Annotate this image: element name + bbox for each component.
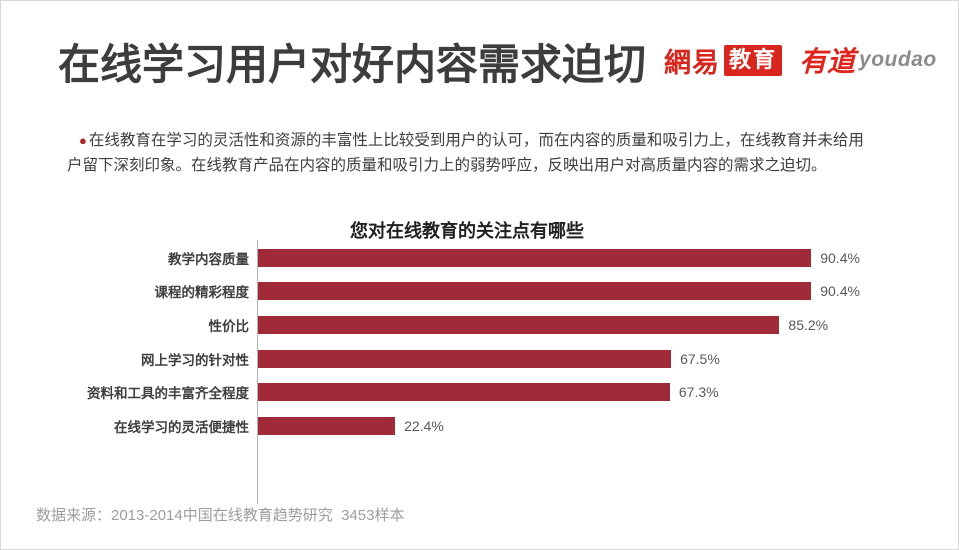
bullet-icon: ● [79,133,87,148]
value-label: 67.3% [678,384,719,401]
netease-edu-badge: 教育 [724,44,783,76]
bar [258,282,812,301]
youdao-logo-cn: 有道 [799,46,856,77]
page-title: 在线学习用户对好内容需求迫切 [58,41,647,88]
value-label: 90.4% [820,249,860,266]
chart-row: 网上学习的针对性 67.5% [1,342,958,376]
chart-row: 资料和工具的丰富齐全程度 67.3% [1,375,958,409]
value-label: 67.5% [680,350,720,367]
brand-logo: 網易 教育 有道 youdao [664,43,937,78]
bar-chart: 教学内容质量 90.4% 课程的精彩程度 90.4% 性价比 85.2% 网上学习的针对性 6… [1,241,958,443]
chart-title: 您对在线教育的关注点有哪些 [350,221,584,241]
value-label: 90.4% [820,283,860,300]
value-label: 22.4% [404,417,444,434]
intro-paragraph: ● 在线教育在学习的灵活性和资源的丰富性上比较受到用户的认可，而在内容的质量和吸引… [67,128,915,178]
bar [258,383,670,402]
netease-logo-text: 網易 [664,47,720,78]
chart-row: 性价比 85.2% [1,308,958,342]
category-label: 课程的精彩程度 [154,285,250,301]
intro-line-1: ● 在线教育在学习的灵活性和资源的丰富性上比较受到用户的认可，而在内容的质量和吸引… [67,128,915,153]
intro-line-2: 户留下深刻印象。在线教育产品在内容的质量和吸引力上的弱势呼应，反映出用户对高质量… [67,157,827,174]
intro-line-1-text: 在线教育在学习的灵活性和资源的丰富性上比较受到用户的认可，而在内容的质量和吸引力… [88,132,864,149]
bar [258,349,672,368]
category-label: 资料和工具的丰富齐全程度 [87,386,249,402]
value-label: 85.2% [788,316,829,333]
youdao-logo-en: youdao [859,48,937,71]
bar [258,416,396,435]
data-source-note: 数据来源：2013-2014中国在线教育趋势研究 3453样本 [36,507,405,524]
chart-row: 在线学习的灵活便捷性 22.4% [1,409,958,443]
category-label: 教学内容质量 [168,251,249,267]
chart-row: 课程的精彩程度 90.4% [1,275,958,309]
bar [258,315,780,334]
category-label: 网上学习的针对性 [141,352,249,368]
category-label: 性价比 [208,318,250,334]
chart-row: 教学内容质量 90.4% [1,241,958,275]
bar [258,248,812,267]
category-label: 在线学习的灵活便捷性 [114,419,249,435]
y-axis-line [257,240,258,504]
